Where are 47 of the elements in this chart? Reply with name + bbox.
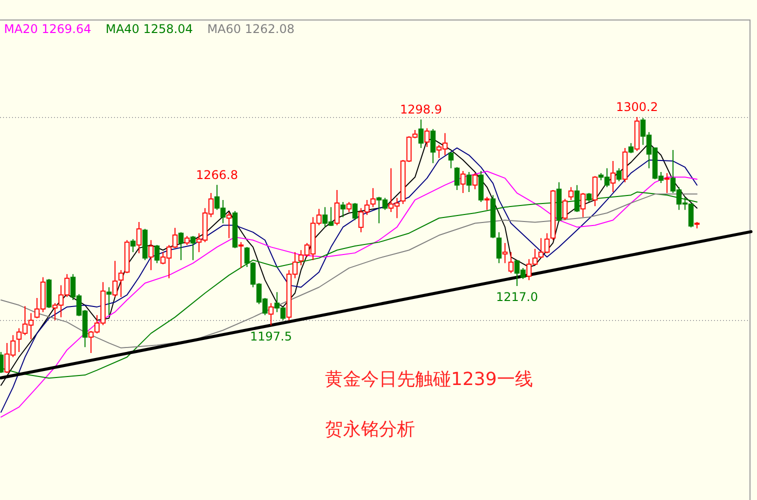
candlestick	[352, 202, 358, 221]
candlestick	[430, 128, 436, 164]
candlestick	[664, 172, 670, 194]
annotation: 黄金今日先触碰1239一线	[325, 369, 533, 390]
annotation: 1266.8	[196, 168, 238, 182]
text: MA40 1258.04	[106, 22, 193, 36]
candlestick	[334, 189, 340, 226]
candlestick	[466, 172, 472, 193]
candlestick	[472, 172, 478, 190]
candlestick	[112, 260, 118, 298]
candlestick	[106, 286, 112, 316]
candlestick	[346, 201, 352, 212]
candlestick	[418, 119, 424, 148]
text: 贺永铭分析	[325, 419, 415, 440]
candlestick	[130, 238, 136, 253]
candlestick	[616, 168, 622, 182]
candlestick	[610, 160, 616, 193]
candlestick	[502, 242, 508, 264]
candlestick	[496, 232, 502, 264]
candlestick	[460, 170, 466, 194]
candlestick	[448, 152, 454, 169]
candlestick	[484, 196, 490, 210]
text: MA60 1262.08	[207, 22, 294, 36]
annotation: 1197.5	[250, 329, 292, 344]
candlestick	[154, 244, 160, 264]
candlestick	[424, 128, 430, 148]
candlestick	[592, 176, 598, 207]
candlestick	[136, 221, 142, 254]
annotation: 1298.9	[400, 102, 442, 117]
candlestick	[238, 242, 244, 269]
candlestick	[340, 201, 346, 218]
annotation: 1217.0	[496, 290, 538, 304]
candlestick	[628, 142, 634, 154]
candlestick	[508, 252, 514, 274]
candlestick	[568, 186, 574, 200]
candlestick	[226, 211, 232, 239]
candlestick	[580, 192, 586, 218]
candlestick	[454, 166, 460, 190]
candlestick	[370, 188, 376, 208]
candlestick	[268, 302, 274, 326]
candlestick	[118, 270, 124, 298]
candlestick	[562, 198, 568, 221]
candlestick	[190, 236, 196, 261]
candlestick	[148, 240, 154, 271]
annotation: 1300.2	[616, 100, 658, 114]
text: MA20 1269.64	[4, 22, 92, 36]
candlestick	[178, 232, 184, 261]
